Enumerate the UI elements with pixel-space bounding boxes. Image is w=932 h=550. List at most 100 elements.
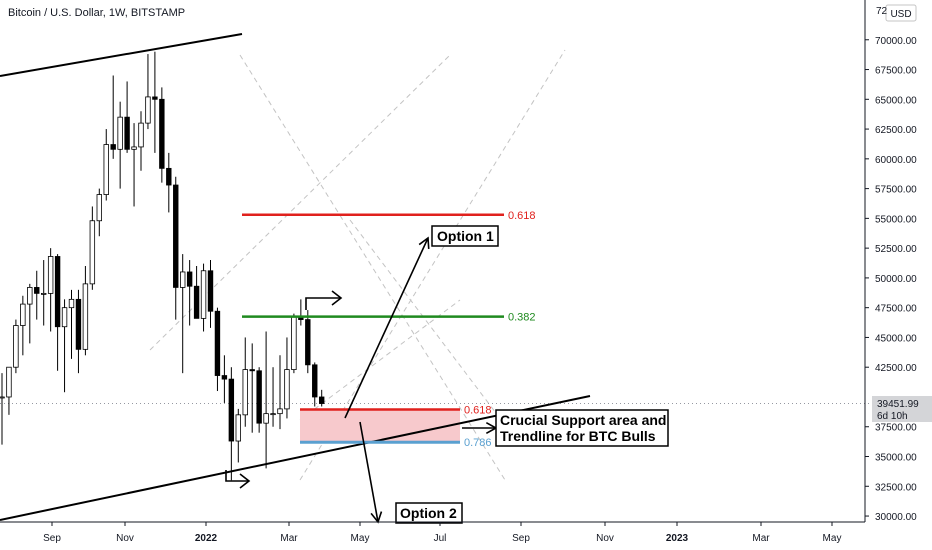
price-tick-top-partial: 72 bbox=[876, 6, 888, 17]
candle-body bbox=[41, 292, 47, 295]
candle-body bbox=[235, 414, 241, 442]
price-tick-label: 65000.00 bbox=[875, 95, 917, 106]
fib-level-label: 0.786 bbox=[464, 437, 492, 449]
option1-box bbox=[431, 225, 499, 247]
candle-body bbox=[27, 287, 33, 305]
price-tick-label: 32500.00 bbox=[875, 482, 917, 493]
candle-body bbox=[270, 413, 276, 416]
candle-body bbox=[249, 369, 255, 372]
candle-body bbox=[193, 285, 200, 319]
option2-label: Option 2 bbox=[400, 505, 457, 521]
candle-body bbox=[34, 287, 40, 294]
candle-body bbox=[221, 375, 228, 380]
candle-body bbox=[117, 116, 123, 150]
candle-body bbox=[61, 307, 68, 328]
price-tick-label: 60000.00 bbox=[875, 155, 917, 166]
time-tick-label: May bbox=[823, 533, 842, 544]
candle-body bbox=[263, 413, 269, 424]
option1-label: Option 1 bbox=[437, 228, 494, 244]
price-tick-label: 47500.00 bbox=[875, 304, 917, 315]
time-tick-label: Mar bbox=[752, 533, 770, 544]
candle-body bbox=[179, 271, 186, 288]
candle-body bbox=[138, 122, 144, 148]
axes: 70000.00 67500.00 65000.00 62500.00 60000.00… bbox=[0, 0, 917, 544]
currency-label: USD bbox=[890, 9, 911, 20]
candle-body bbox=[124, 116, 130, 150]
guide-line bbox=[349, 219, 506, 426]
time-tick-label: Jul bbox=[434, 533, 447, 544]
candle-body bbox=[166, 167, 172, 186]
support-low-arrow bbox=[225, 470, 248, 482]
candle-body bbox=[284, 369, 290, 410]
support-zone bbox=[300, 409, 460, 443]
candle-body bbox=[256, 370, 262, 424]
candle-body bbox=[312, 364, 318, 398]
candle-body bbox=[152, 96, 158, 100]
arrows bbox=[225, 236, 498, 524]
guide-line bbox=[239, 54, 506, 481]
candle-body bbox=[214, 310, 221, 376]
trendlines bbox=[0, 33, 591, 521]
support-zone-rect bbox=[300, 409, 460, 443]
candle-body bbox=[207, 270, 214, 312]
guide-line bbox=[149, 54, 451, 351]
price-tick-label: 55000.00 bbox=[875, 214, 917, 225]
option2-box bbox=[395, 502, 463, 524]
time-tick-label: Sep bbox=[43, 533, 61, 544]
price-tick-label: 52500.00 bbox=[875, 244, 917, 255]
price-tick-label: 67500.00 bbox=[875, 66, 917, 77]
candle-body bbox=[159, 98, 165, 169]
price-tick-label: 50000.00 bbox=[875, 274, 917, 285]
support-note-line1: Crucial Support area and bbox=[500, 412, 666, 428]
guide-line bbox=[299, 299, 461, 421]
candle-body bbox=[277, 408, 283, 415]
option1-arrow-head bbox=[418, 236, 430, 250]
price-tick-label: 42500.00 bbox=[875, 363, 917, 374]
price-tick-label: 30000.00 bbox=[875, 512, 917, 523]
resistance-arrow bbox=[305, 297, 340, 310]
candle-body bbox=[103, 144, 109, 195]
time-tick-label: Nov bbox=[116, 533, 134, 544]
candle-body bbox=[6, 366, 12, 398]
option1-arrow bbox=[344, 237, 429, 419]
current-price-label: 39451.99 6d 10h bbox=[872, 396, 932, 422]
candle-body bbox=[110, 144, 116, 150]
candle-body bbox=[186, 271, 193, 287]
candle-countdown: 6d 10h bbox=[877, 411, 908, 422]
candles bbox=[0, 51, 325, 481]
upper-trendline bbox=[0, 33, 243, 77]
fib-level-label: 0.382 bbox=[508, 312, 536, 324]
support-note-box bbox=[495, 409, 669, 447]
price-tick-label: 70000.00 bbox=[875, 36, 917, 47]
candle-body bbox=[96, 194, 102, 222]
candle-body bbox=[82, 283, 89, 350]
candle-body bbox=[173, 184, 179, 288]
resistance-arrow-head bbox=[331, 290, 343, 306]
price-tick-label: 45000.00 bbox=[875, 333, 917, 344]
price-tick-label: 57500.00 bbox=[875, 185, 917, 196]
time-tick-label: 2022 bbox=[195, 533, 218, 544]
candle-body bbox=[305, 319, 311, 366]
time-tick-label: May bbox=[351, 533, 370, 544]
time-tick-label: 2023 bbox=[666, 533, 689, 544]
candle-body bbox=[242, 369, 248, 416]
annotations: Option 1 Option 2 Crucial Support area and… bbox=[395, 225, 669, 524]
price-tick-label: 35000.00 bbox=[875, 453, 917, 464]
candle-body bbox=[54, 256, 61, 328]
candle-body bbox=[318, 396, 325, 404]
candle-body bbox=[20, 303, 26, 326]
support-low-arrow-head bbox=[239, 473, 251, 489]
option2-arrow bbox=[359, 421, 379, 523]
candle-body bbox=[75, 298, 82, 350]
candle-body bbox=[145, 96, 151, 124]
candle-body bbox=[13, 325, 19, 368]
candle-body bbox=[89, 220, 96, 285]
candle-body bbox=[131, 146, 137, 150]
candle-body bbox=[200, 270, 207, 319]
currency-button[interactable]: USD bbox=[885, 4, 917, 22]
candle-body bbox=[228, 378, 235, 442]
support-note-line2: Trendline for BTC Bulls bbox=[500, 428, 656, 444]
price-tick-label: 37500.00 bbox=[875, 423, 917, 434]
